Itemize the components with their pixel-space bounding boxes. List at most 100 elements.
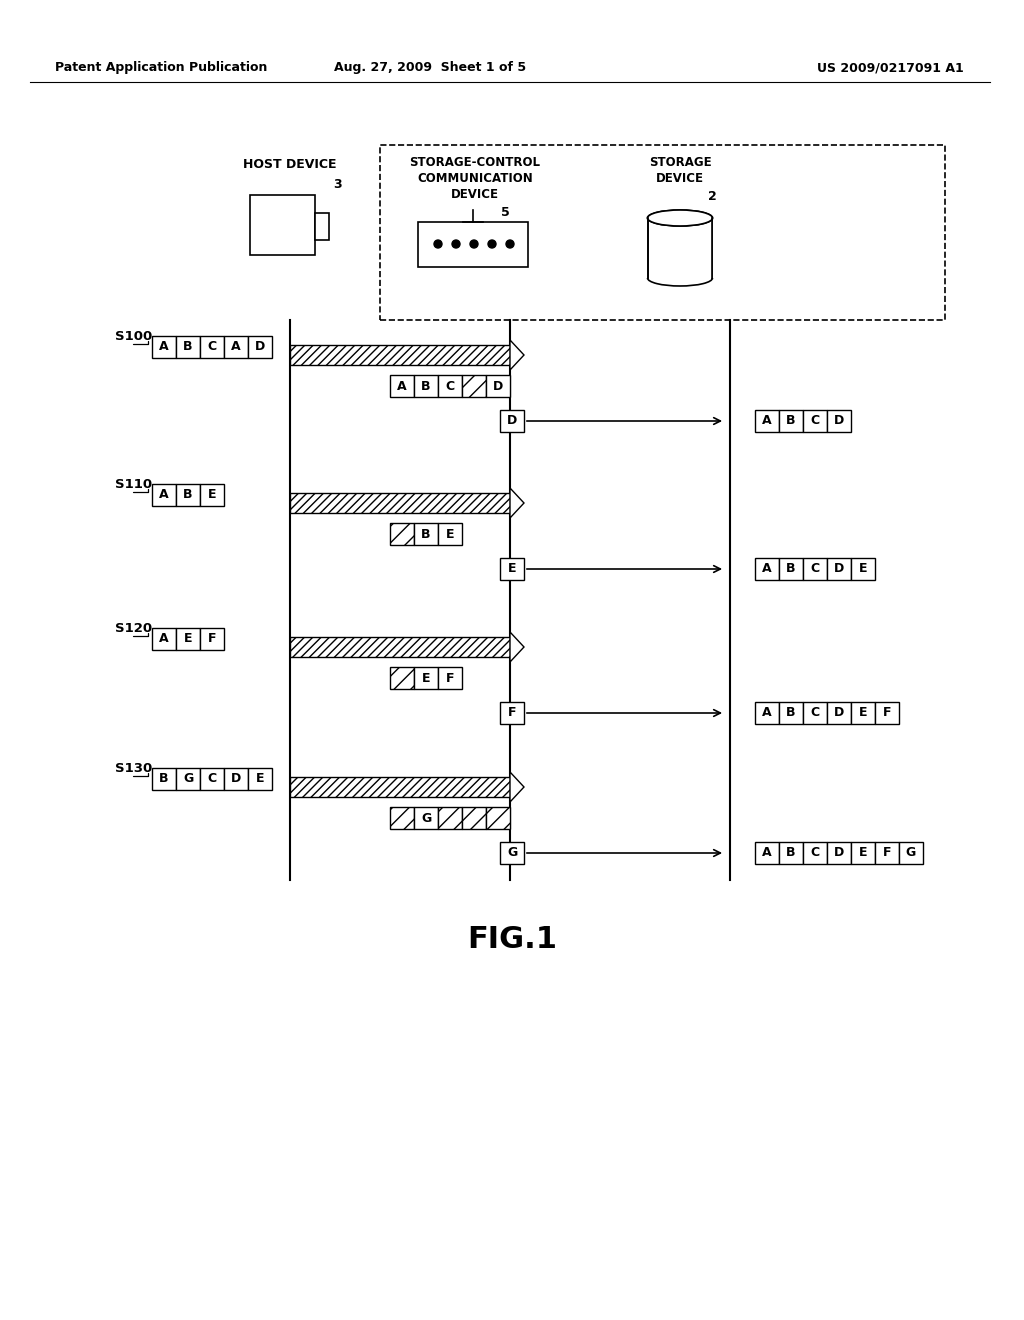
Polygon shape: [510, 341, 524, 370]
Text: F: F: [445, 672, 455, 685]
Text: B: B: [183, 341, 193, 354]
Text: C: C: [810, 562, 819, 576]
Text: E: E: [422, 672, 430, 685]
Text: D: D: [230, 772, 241, 785]
Bar: [390, 807, 414, 829]
Text: G: G: [906, 846, 916, 859]
Bar: [176, 337, 200, 358]
Text: F: F: [883, 846, 891, 859]
Bar: [224, 337, 248, 358]
Bar: [152, 768, 176, 789]
Text: C: C: [810, 846, 819, 859]
Bar: [315, 213, 329, 240]
Text: 2: 2: [708, 190, 717, 203]
Text: E: E: [256, 772, 264, 785]
Text: US 2009/0217091 A1: US 2009/0217091 A1: [816, 62, 964, 74]
Text: C: C: [208, 341, 216, 354]
Bar: [462, 807, 486, 829]
Bar: [803, 411, 827, 432]
Bar: [755, 842, 779, 865]
Bar: [414, 523, 438, 545]
Text: B: B: [183, 488, 193, 502]
Text: E: E: [445, 528, 455, 540]
Bar: [152, 484, 176, 506]
Bar: [224, 768, 248, 789]
Text: B: B: [786, 414, 796, 428]
Text: FIG.1: FIG.1: [467, 925, 557, 954]
Bar: [290, 345, 510, 366]
Text: 3: 3: [333, 178, 341, 191]
Text: DEVICE: DEVICE: [451, 187, 499, 201]
Text: COMMUNICATION: COMMUNICATION: [417, 172, 532, 185]
Text: HOST DEVICE: HOST DEVICE: [244, 158, 337, 172]
Text: DEVICE: DEVICE: [656, 172, 705, 185]
Text: E: E: [183, 632, 193, 645]
Bar: [779, 558, 803, 579]
Text: 5: 5: [501, 206, 509, 219]
Bar: [500, 702, 524, 723]
Bar: [851, 702, 874, 723]
Bar: [851, 558, 874, 579]
Text: D: D: [255, 341, 265, 354]
Bar: [755, 558, 779, 579]
Bar: [176, 484, 200, 506]
Polygon shape: [510, 772, 524, 803]
Bar: [176, 628, 200, 649]
Bar: [500, 558, 524, 579]
Bar: [899, 842, 923, 865]
Text: A: A: [762, 706, 772, 719]
Bar: [755, 702, 779, 723]
Bar: [779, 702, 803, 723]
Text: A: A: [762, 846, 772, 859]
Text: D: D: [834, 562, 844, 576]
Bar: [290, 638, 510, 657]
Bar: [152, 628, 176, 649]
Bar: [500, 842, 524, 865]
Bar: [414, 375, 438, 397]
Bar: [874, 842, 899, 865]
Bar: [380, 145, 945, 319]
Text: B: B: [786, 846, 796, 859]
Text: A: A: [762, 414, 772, 428]
Bar: [248, 337, 272, 358]
Text: F: F: [883, 706, 891, 719]
Text: E: E: [208, 488, 216, 502]
Text: F: F: [508, 706, 516, 719]
Bar: [390, 523, 414, 545]
Text: C: C: [445, 380, 455, 392]
Bar: [418, 222, 528, 267]
Text: E: E: [859, 706, 867, 719]
Text: STORAGE: STORAGE: [648, 156, 712, 169]
Text: A: A: [159, 632, 169, 645]
Text: F: F: [208, 632, 216, 645]
Text: Aug. 27, 2009  Sheet 1 of 5: Aug. 27, 2009 Sheet 1 of 5: [334, 62, 526, 74]
Text: E: E: [859, 846, 867, 859]
Bar: [438, 667, 462, 689]
Bar: [649, 218, 712, 279]
Bar: [827, 558, 851, 579]
Text: A: A: [159, 488, 169, 502]
Bar: [390, 375, 414, 397]
Bar: [486, 375, 510, 397]
Text: S110: S110: [115, 478, 153, 491]
Bar: [248, 768, 272, 789]
Text: D: D: [834, 414, 844, 428]
Text: C: C: [208, 772, 216, 785]
Text: B: B: [421, 528, 431, 540]
Circle shape: [506, 240, 514, 248]
Text: B: B: [786, 562, 796, 576]
Bar: [152, 337, 176, 358]
Circle shape: [434, 240, 442, 248]
Text: A: A: [231, 341, 241, 354]
Text: G: G: [421, 812, 431, 825]
Text: S130: S130: [115, 762, 153, 775]
Bar: [290, 492, 510, 513]
Text: D: D: [507, 414, 517, 428]
Text: E: E: [859, 562, 867, 576]
Polygon shape: [510, 488, 524, 517]
Circle shape: [470, 240, 478, 248]
Text: G: G: [183, 772, 194, 785]
Bar: [500, 411, 524, 432]
Text: C: C: [810, 706, 819, 719]
Text: A: A: [159, 341, 169, 354]
